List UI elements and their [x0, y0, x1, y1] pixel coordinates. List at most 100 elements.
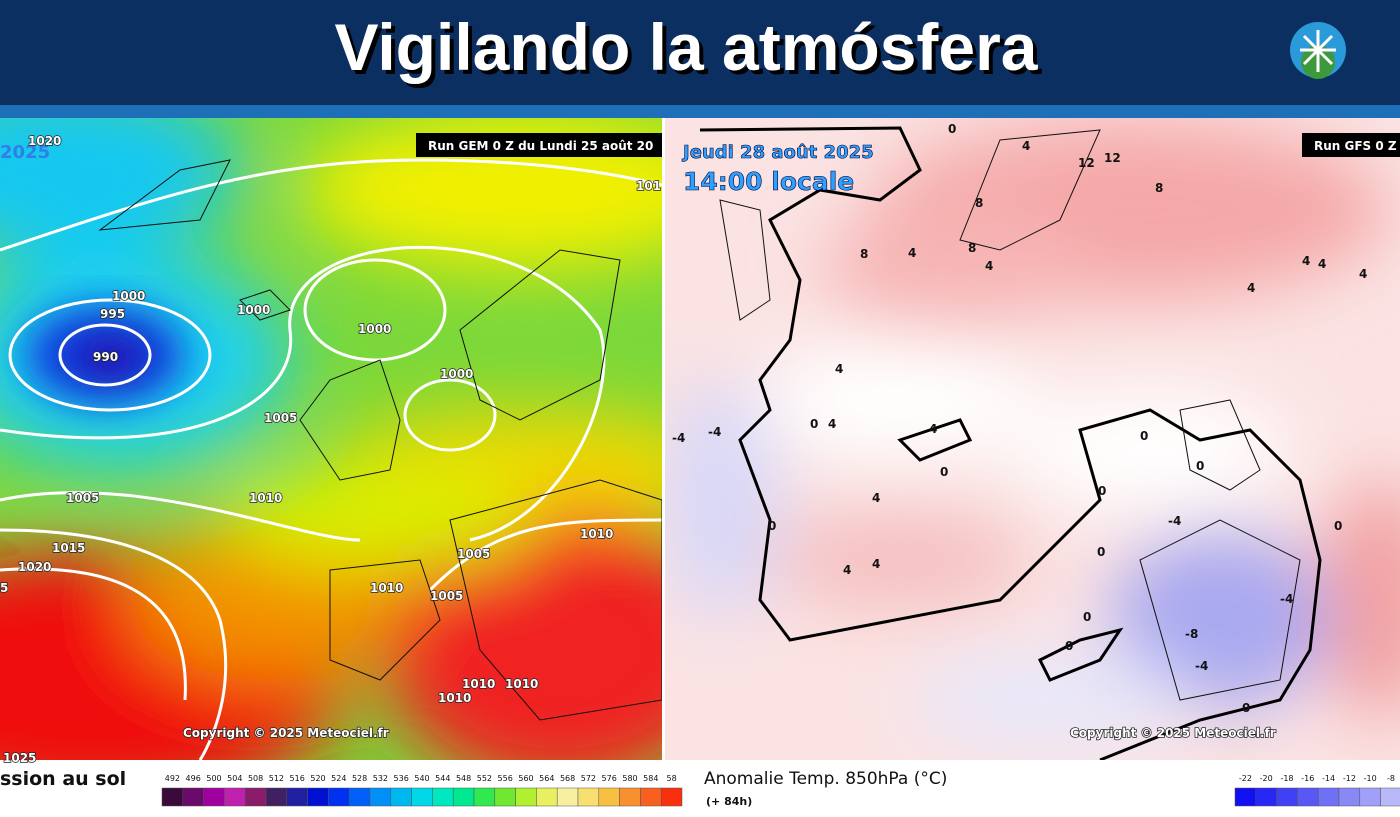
anomaly-label: 0: [1242, 701, 1250, 715]
anomaly-label: 4: [908, 246, 916, 260]
header-bar: [0, 0, 1400, 105]
colorbar-label: 496: [186, 774, 201, 783]
contour-label: 995: [100, 307, 125, 321]
date-label: 2025: [0, 142, 50, 163]
anomaly-label: 4: [1318, 257, 1326, 271]
colorbar-swatch: [224, 787, 246, 807]
colorbar-swatch: [182, 787, 204, 807]
contour-label: 1020: [18, 560, 51, 574]
colorbar-swatch: [1359, 787, 1381, 807]
colorbar-label: 504: [227, 774, 242, 783]
anomaly-label: 4: [985, 259, 993, 273]
colorbar-swatch: [1338, 787, 1361, 807]
colorbar-label: 560: [518, 774, 533, 783]
colorbar-swatch: [1297, 787, 1319, 807]
colorbar-label: -18: [1280, 774, 1293, 783]
anomaly-label: 4: [872, 491, 880, 505]
anomaly-label: 4: [929, 422, 937, 436]
anomaly-label: 0: [948, 122, 956, 136]
anomaly-label: 0: [1196, 459, 1204, 473]
colorbar-label: -12: [1343, 774, 1356, 783]
anomaly-label: 0: [1334, 519, 1342, 533]
colorbar-label: 58: [667, 774, 677, 783]
colorbar-swatch: [556, 787, 579, 807]
anomaly-label: 8: [975, 196, 983, 210]
colorbar-swatch: [390, 787, 412, 807]
colorbar-swatch: [1234, 787, 1257, 807]
colorbar-label: -10: [1364, 774, 1377, 783]
anomaly-label: 8: [968, 241, 976, 255]
copyright: Copyright © 2025 Meteociel.fr: [1070, 726, 1276, 740]
contour-label: 1010: [462, 677, 495, 691]
colorbar-swatch: [515, 787, 537, 807]
contour-label: 1005: [457, 547, 490, 561]
colorbar-label: -16: [1301, 774, 1314, 783]
colorbar-swatch: [244, 787, 267, 807]
colorbar-label: 524: [331, 774, 346, 783]
colorbar-label: 580: [622, 774, 637, 783]
contour-label: 101: [636, 179, 661, 193]
colorbar-label: 516: [290, 774, 305, 783]
colorbar-swatch: [619, 787, 641, 807]
header-stripe: [0, 105, 1400, 118]
colorbar-swatch: [536, 787, 558, 807]
colorbar-swatch: [203, 787, 225, 807]
colorbar-label: 532: [373, 774, 388, 783]
colorbar-swatch: [1255, 787, 1277, 807]
caption: ssion au sol: [0, 768, 126, 790]
colorbar-label: 536: [394, 774, 409, 783]
colorbar-swatch: [1276, 787, 1298, 807]
colorbar-swatch: [598, 787, 620, 807]
colorbar-swatch: [577, 787, 600, 807]
contour-label: 1005: [430, 589, 463, 603]
run-label: Run GEM 0 Z du Lundi 25 août 20: [428, 139, 653, 153]
subcaption: (+ 84h): [706, 795, 752, 808]
logo: [1290, 22, 1346, 79]
colorbar-label: 540: [414, 774, 429, 783]
caption: Anomalie Temp. 850hPa (°C): [704, 769, 947, 789]
colorbar-swatch: [369, 787, 392, 807]
contour-label: 1010: [370, 581, 403, 595]
anomaly-label: 12: [1104, 151, 1121, 165]
anomaly-label: 0: [940, 465, 948, 479]
anomaly-label: 4: [872, 557, 880, 571]
contour-label: 1000: [237, 303, 270, 317]
colorbar-swatch: [307, 787, 329, 807]
anomaly-label: 0: [810, 417, 818, 431]
pressure-map: [0, 118, 662, 760]
title-shadow: Vigilando la atmósfera: [339, 14, 1043, 88]
time-label: 14:00 locale: [683, 167, 854, 196]
contour-label: 1010: [580, 527, 613, 541]
anomaly-label: 4: [1359, 267, 1367, 281]
anomaly-label: 12: [1078, 156, 1095, 170]
colorbar-swatch: [161, 787, 184, 807]
contour-label: 990: [93, 350, 118, 364]
contour-label: 1005: [66, 491, 99, 505]
contour-label: 1010: [438, 691, 471, 705]
colorbar-swatch: [1380, 787, 1400, 807]
colorbar-label: 552: [477, 774, 492, 783]
contour-label: 1020: [28, 134, 61, 148]
colorbar-label: 576: [602, 774, 617, 783]
anomaly-map: [665, 118, 1400, 760]
colorbar-label: -20: [1260, 774, 1273, 783]
colorbar-swatch: [411, 787, 433, 807]
anomaly-label: -4: [672, 431, 685, 445]
contour-label: 1025: [3, 751, 36, 765]
anomaly-label: 0: [1065, 639, 1073, 653]
anomaly-label: -4: [708, 425, 721, 439]
colorbar-swatch: [494, 787, 516, 807]
anomaly-label: 4: [1022, 139, 1030, 153]
colorbar-label: 556: [498, 774, 513, 783]
colorbar-swatch: [473, 787, 496, 807]
colorbar-label: 568: [560, 774, 575, 783]
contour-label: 1000: [358, 322, 391, 336]
run-label: Run GFS 0 Z: [1314, 139, 1397, 153]
anomaly-label: -4: [1168, 514, 1181, 528]
contour-label: 1000: [440, 367, 473, 381]
colorbar-label: -8: [1387, 774, 1395, 783]
anomaly-label: -4: [1280, 592, 1293, 606]
anomaly-label: 4: [1247, 281, 1255, 295]
